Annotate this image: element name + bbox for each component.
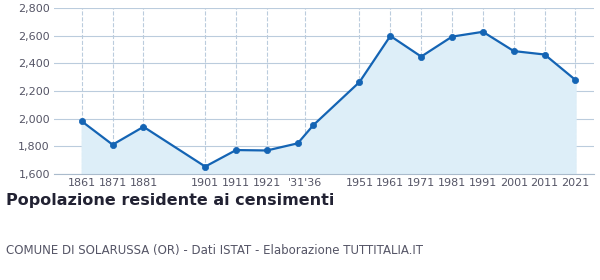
Text: COMUNE DI SOLARUSSA (OR) - Dati ISTAT - Elaborazione TUTTITALIA.IT: COMUNE DI SOLARUSSA (OR) - Dati ISTAT - … [6, 244, 423, 256]
Text: Popolazione residente ai censimenti: Popolazione residente ai censimenti [6, 193, 334, 208]
